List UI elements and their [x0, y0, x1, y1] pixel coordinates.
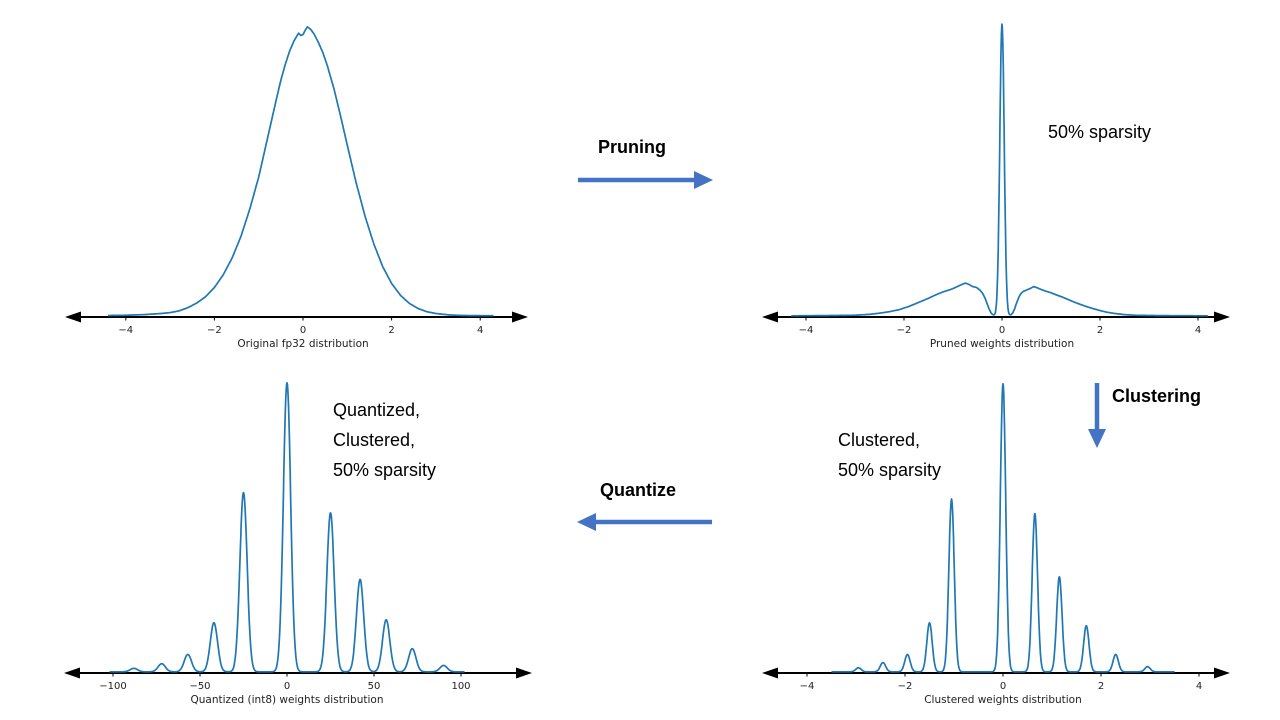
- svg-text:4: 4: [1195, 325, 1201, 336]
- svg-text:−100: −100: [99, 681, 126, 692]
- svg-text:0: 0: [999, 325, 1005, 336]
- annotation-line: 50% sparsity: [838, 460, 942, 480]
- svg-text:Pruned weights distribution: Pruned weights distribution: [930, 338, 1074, 350]
- annotation-line: Clustered,: [333, 430, 416, 450]
- svg-text:2: 2: [1097, 325, 1103, 336]
- svg-text:−2: −2: [898, 681, 913, 692]
- quantized-sparsity-annotation: Quantized, Clustered, 50% sparsity: [333, 395, 436, 485]
- svg-text:−4: −4: [118, 325, 133, 336]
- svg-text:−4: −4: [800, 681, 815, 692]
- svg-text:−2: −2: [897, 325, 912, 336]
- pruning-label: Pruning: [598, 137, 666, 157]
- svg-text:2: 2: [1098, 681, 1104, 692]
- quantized-int8-weights-distribution-chart: −100 −50 0 50 100 Quantized (int8) weights di…: [64, 381, 532, 706]
- quantize-label: Quantize: [600, 480, 677, 500]
- annotation-line: 50% sparsity: [333, 460, 437, 480]
- svg-text:−50: −50: [189, 681, 210, 692]
- svg-text:Clustered weights distribution: Clustered weights distribution: [924, 694, 1082, 706]
- annotation-line: Clustered,: [838, 430, 921, 450]
- clustering-label: Clustering: [1112, 386, 1202, 406]
- pruned-weights-distribution-chart: −4 −2 0 2 4 Pruned weights distribution: [762, 23, 1230, 350]
- svg-text:50: 50: [368, 681, 381, 692]
- svg-text:2: 2: [388, 325, 394, 336]
- svg-text:0: 0: [284, 681, 290, 692]
- svg-text:−4: −4: [799, 325, 814, 336]
- clustered-weights-distribution-chart: −4 −2 0 2 4 Clustered weights distribution: [762, 382, 1230, 706]
- clustering-down-arrow-icon: [1088, 383, 1106, 448]
- svg-text:0: 0: [300, 325, 306, 336]
- svg-text:Original fp32 distribution: Original fp32 distribution: [237, 338, 368, 350]
- pruning-right-arrow-icon: [578, 171, 713, 189]
- svg-text:4: 4: [1196, 681, 1202, 692]
- svg-text:100: 100: [451, 681, 470, 692]
- pruned-sparsity-annotation: 50% sparsity: [1048, 122, 1152, 142]
- svg-text:0: 0: [1000, 681, 1006, 692]
- quantize-left-arrow-icon: [577, 513, 712, 531]
- svg-text:4: 4: [477, 325, 483, 336]
- svg-text:−2: −2: [207, 325, 222, 336]
- original-fp32-distribution-chart: −4 −2 0 2 4 Original fp32 distribution: [65, 26, 528, 350]
- svg-text:Quantized (int8) weights distr: Quantized (int8) weights distribution: [191, 694, 384, 706]
- clustered-sparsity-annotation: Clustered, 50% sparsity: [838, 425, 941, 485]
- annotation-line: Quantized,: [333, 400, 421, 420]
